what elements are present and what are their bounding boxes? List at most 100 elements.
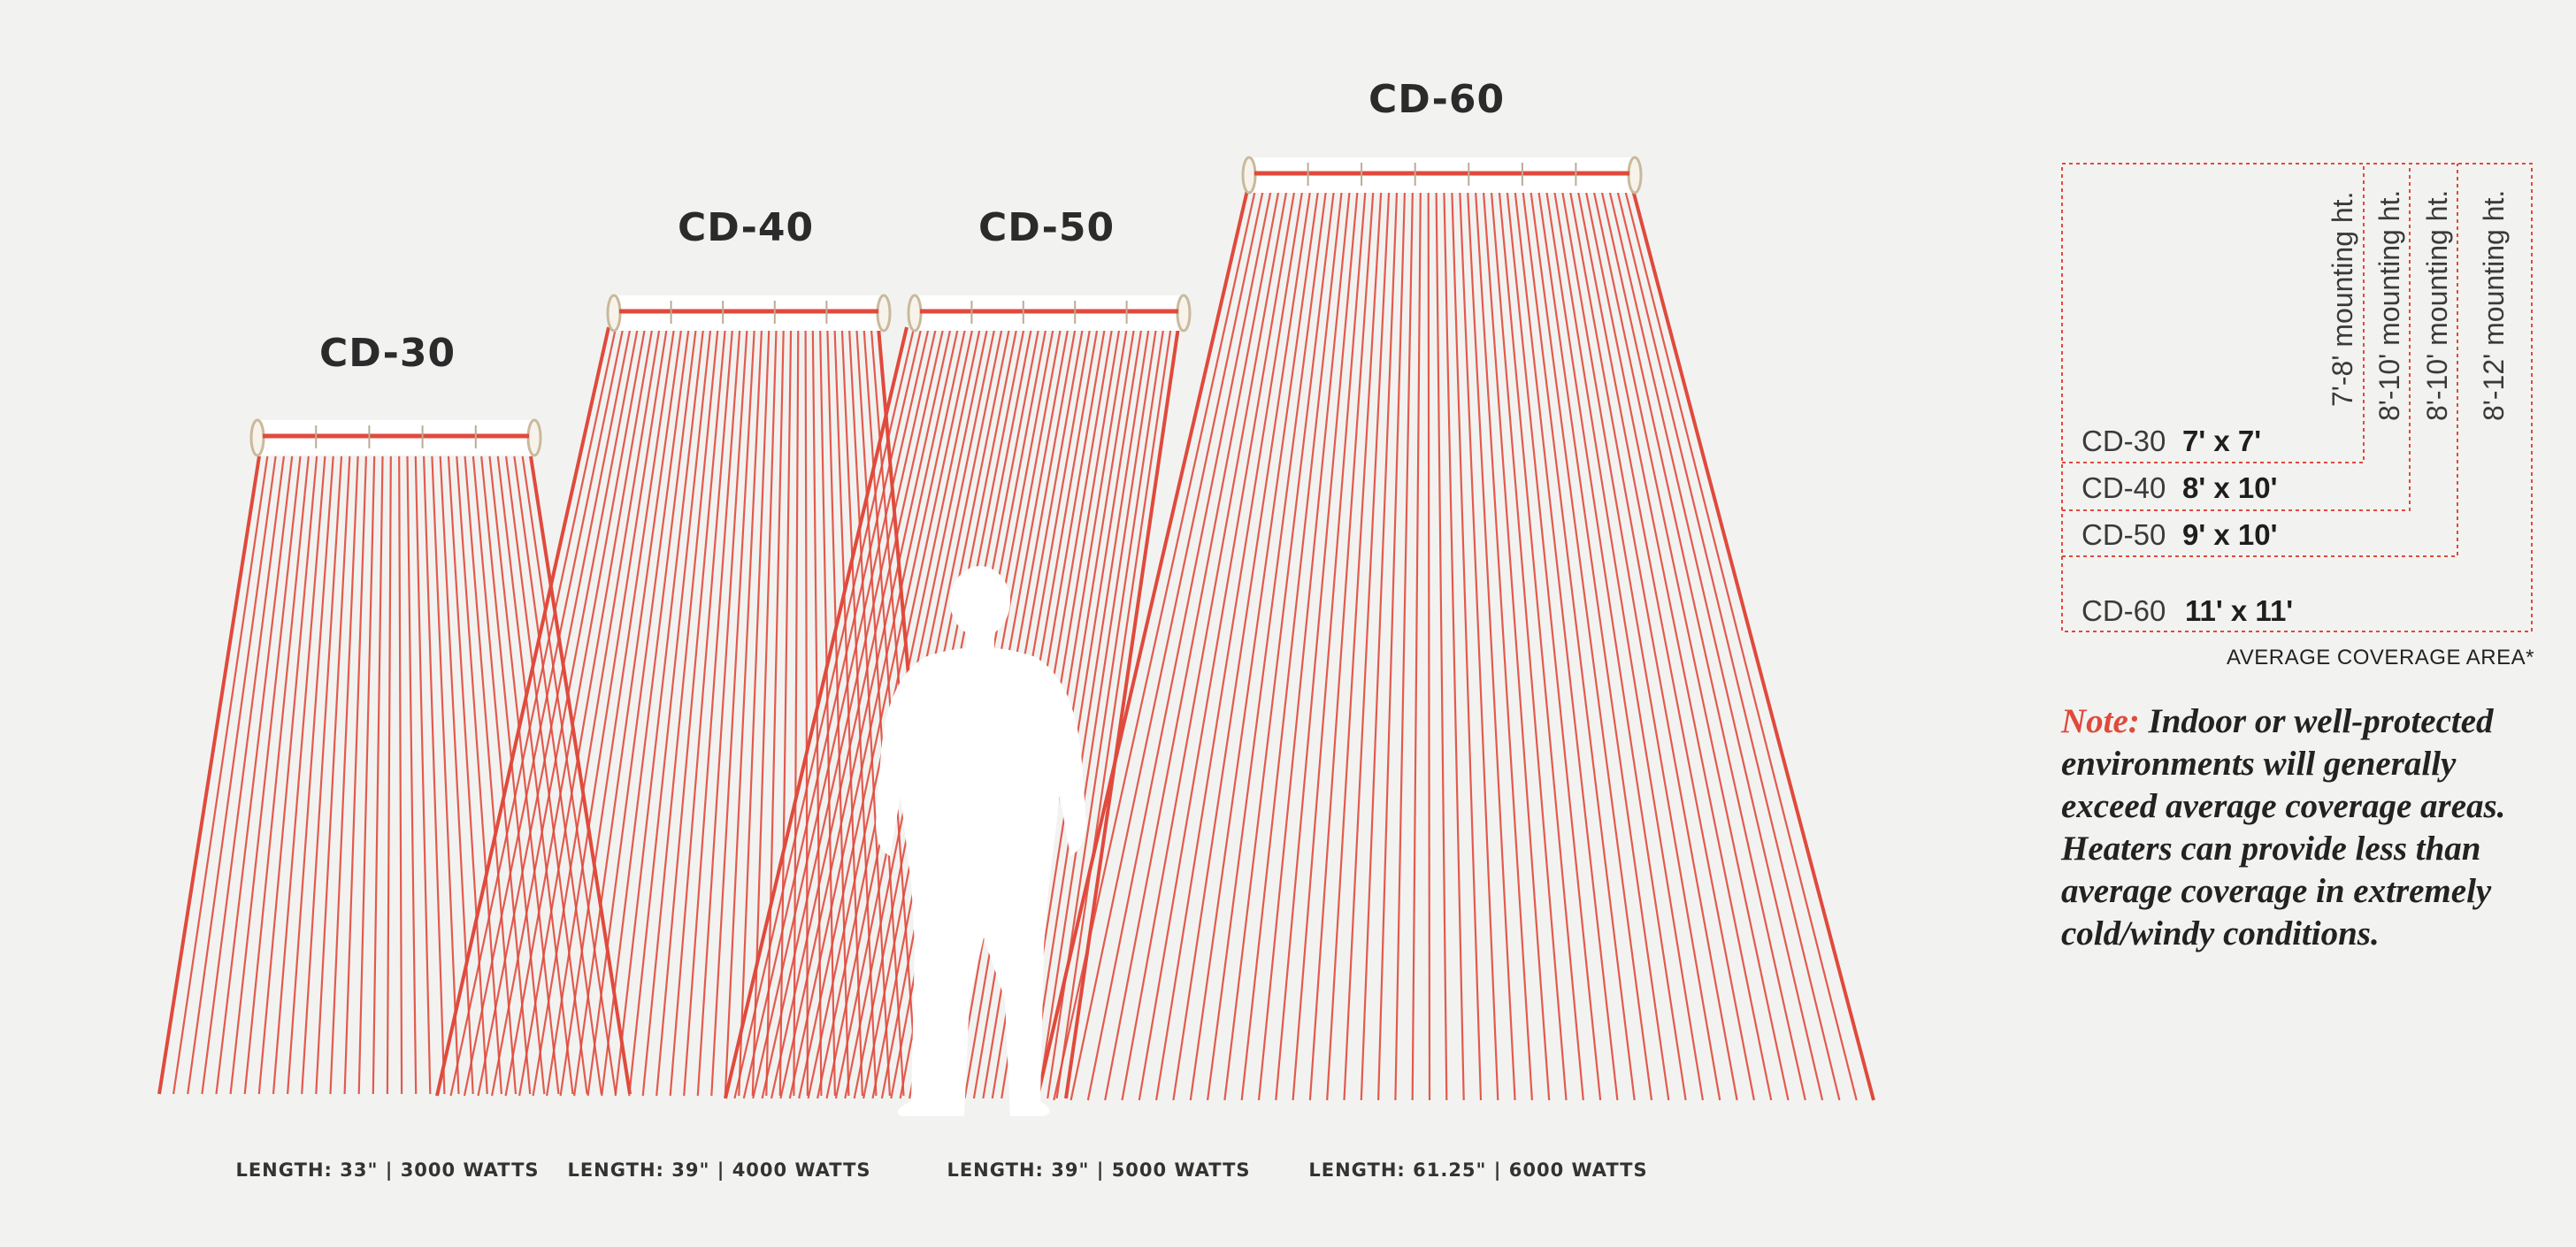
cd-40-beam-line	[546, 326, 668, 1097]
cd-50-beam-line	[752, 326, 930, 1099]
note-text: Indoor or well-protected environments wi…	[2061, 702, 2506, 952]
cd-60-beam-line	[1104, 189, 1280, 1101]
cd-50-heater-right-cap	[1176, 294, 1192, 333]
coverage-caption: AVERAGE COVERAGE AREA*	[2227, 646, 2534, 669]
cd-30-beam-line	[439, 455, 474, 1095]
cd-30-coverage-area: 7' x 7'	[2182, 425, 2261, 457]
cd-60-title: CD-60	[1368, 77, 1505, 122]
cd-40-beam-line	[573, 326, 683, 1097]
cd-50-beam-line	[724, 326, 908, 1099]
cd-40-beam-line	[491, 326, 640, 1097]
cd-30-beam-line	[272, 455, 326, 1095]
cd-40-beam-line	[855, 326, 905, 1097]
cd-30-mounting-height: 7'-8' mounting ht.	[2327, 192, 2358, 407]
cd-60-beam-line	[1576, 189, 1755, 1101]
cd-60-coverage-frame	[2061, 163, 2533, 632]
cd-60-beam-line	[1514, 189, 1619, 1101]
cd-60-beam-line	[1035, 189, 1249, 1101]
coverage-note: Note: Indoor or well-protected environme…	[2061, 700, 2557, 955]
cd-60-beam-line	[1451, 189, 1483, 1101]
cd-60-beam-line	[1240, 189, 1343, 1101]
cd-60-beam-line	[1189, 189, 1320, 1101]
cd-60-beam-line	[1584, 189, 1773, 1101]
cd-60-beam-line	[1326, 189, 1383, 1101]
cd-30-beam-line	[229, 455, 302, 1095]
cd-40-coverage-area: 8' x 10'	[2182, 471, 2277, 504]
cd-60-mounting-height: 8'-12' mounting ht.	[2478, 190, 2510, 421]
cd-40-beam-line	[586, 326, 690, 1097]
cd-40-length-label: LENGTH: 39" | 4000 WATTS	[567, 1159, 870, 1182]
cd-60-beam-line	[1360, 189, 1399, 1101]
cd-60-beam-line	[1522, 189, 1636, 1101]
cd-40-beam-line	[819, 326, 836, 1097]
cd-30-beam-line	[447, 455, 488, 1095]
cd-60-beam-line	[1070, 189, 1264, 1101]
cd-30-beam-line	[529, 455, 632, 1095]
cd-40-coverage-frame	[2062, 164, 2411, 511]
cd-30-beam-line	[372, 455, 384, 1095]
cd-60-beam-line	[1086, 189, 1272, 1101]
cd-50-beam-line	[779, 326, 952, 1099]
cd-40-beam-line	[628, 326, 712, 1097]
cd-30-beam-line	[243, 455, 310, 1095]
cd-50-beam-line	[733, 326, 916, 1099]
cd-40-coverage-model: CD-40	[2082, 471, 2166, 504]
cd-40-beam-line	[847, 326, 891, 1097]
cd-60-beam-line	[1616, 189, 1841, 1101]
cd-30-beam-line	[172, 455, 269, 1095]
cd-40-beam-line	[765, 326, 785, 1097]
cd-30-beam-line	[488, 455, 560, 1095]
cd-30-heat-beams	[157, 455, 632, 1095]
cd-60-beam-line	[1467, 189, 1516, 1101]
cd-60-coverage-area: 11' x 11'	[2185, 594, 2293, 627]
cd-60-beam-line	[1506, 189, 1602, 1101]
cd-30-beam-line	[423, 455, 446, 1095]
cd-60-beam-line	[1624, 189, 1858, 1101]
cd-60-beam-line	[1207, 189, 1328, 1101]
cd-60-length-label: LENGTH: 61.25" | 6000 WATTS	[1308, 1159, 1647, 1182]
cd-60-beam-line	[1631, 189, 1875, 1101]
cd-60-beam-line	[1560, 189, 1721, 1101]
cd-60-beam-line	[1474, 189, 1533, 1101]
cd-60-beam-line	[1482, 189, 1551, 1101]
cd-60-heater-right-cap	[1627, 156, 1643, 195]
cd-60-beam-line	[1568, 189, 1738, 1101]
cd-60-beam-line	[1427, 189, 1431, 1101]
cd-40-beam-line	[656, 326, 726, 1097]
cd-60-beam-line	[1530, 189, 1653, 1101]
cd-50-coverage-model: CD-50	[2082, 518, 2166, 551]
cd-40-beam-line	[793, 326, 800, 1097]
cd-40-beam-line	[724, 326, 763, 1097]
cd-60-heater-left-cap	[1241, 156, 1257, 195]
cd-40-beam-line	[435, 326, 610, 1097]
cd-60-beam-line	[1053, 189, 1256, 1101]
cd-40-heat-beams	[435, 326, 947, 1097]
cd-30-heater-right-cap	[526, 418, 542, 457]
cd-60-beam-line	[1592, 189, 1790, 1101]
cd-40-beam-line	[504, 326, 647, 1097]
cd-30-beam-line	[513, 455, 602, 1095]
cd-60-beam-line	[1172, 189, 1312, 1101]
cd-60-beam-line	[1155, 189, 1304, 1101]
cd-30-beam-line	[215, 455, 294, 1095]
cd-30-beam-line	[464, 455, 518, 1095]
cd-50-beam-line	[798, 326, 967, 1099]
note-label: Note:	[2061, 702, 2140, 740]
cd-30-beam-line	[287, 455, 334, 1095]
cd-60-beam-line	[1537, 189, 1670, 1101]
heater-units	[249, 156, 1643, 457]
coverage-legend: CD-30 7' x 7' CD-40 8' x 10' CD-50 9' x …	[2061, 163, 2534, 669]
cd-50-heater-left-cap	[907, 294, 923, 333]
cd-60-beam-line	[1608, 189, 1824, 1101]
cd-60-beam-line	[1138, 189, 1296, 1101]
cd-30-beam-line	[521, 455, 617, 1095]
cd-60-beam-line	[1377, 189, 1407, 1101]
cd-60-beam-line	[1394, 189, 1414, 1101]
cd-50-beam-line	[1028, 326, 1150, 1099]
cd-60-beam-line	[1600, 189, 1806, 1101]
cd-60-beam-line	[1498, 189, 1584, 1101]
cd-30-beam-line	[201, 455, 285, 1095]
cd-30-beam-line	[301, 455, 343, 1095]
cd-40-beam-line	[804, 326, 809, 1097]
cd-30-beam-line	[414, 455, 432, 1095]
